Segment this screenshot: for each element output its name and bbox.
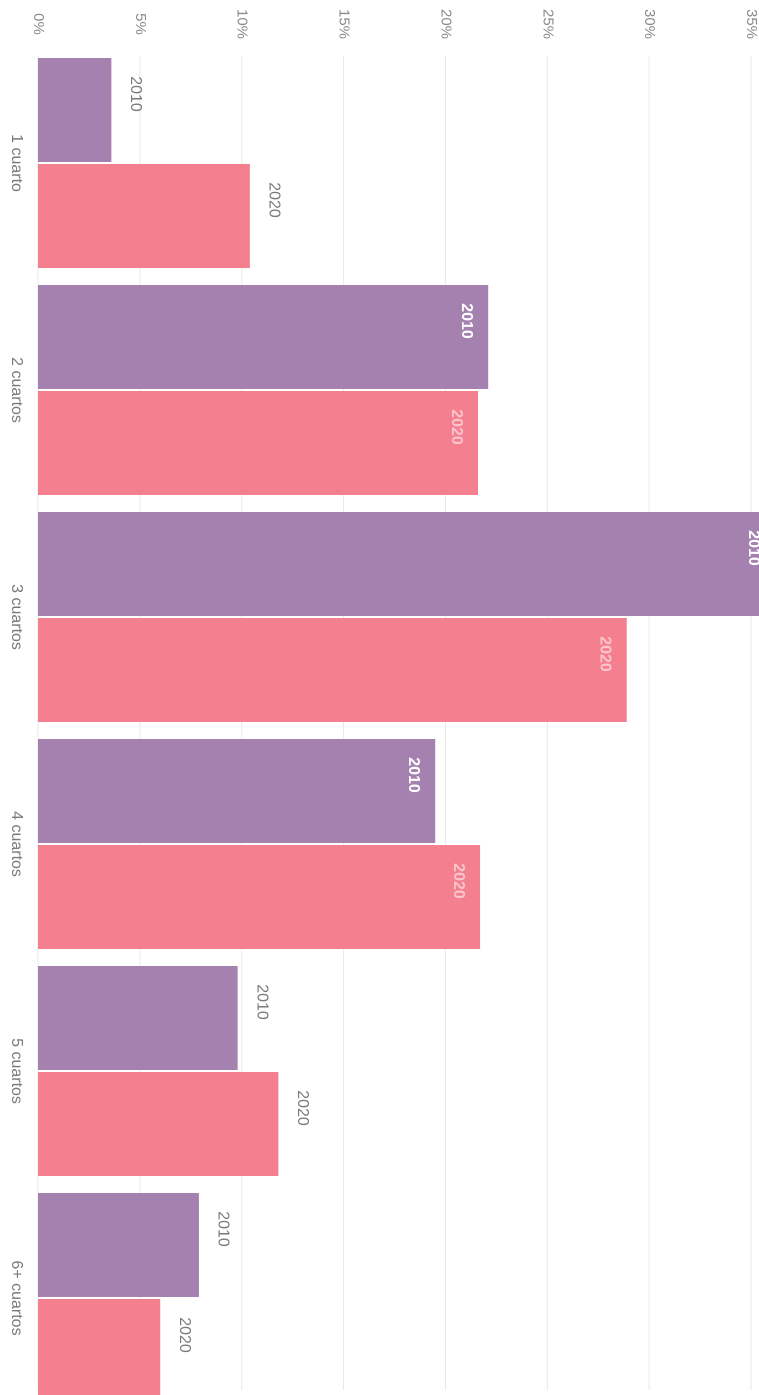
- bar-series-label: 2010: [745, 530, 759, 566]
- bar-2010-0: [38, 58, 112, 162]
- bar-2010-4: [38, 966, 238, 1070]
- bar-2010-3: [38, 739, 436, 843]
- bar-2020-0: [38, 164, 250, 268]
- bar-2010-1: [38, 285, 489, 389]
- bars: 2010 2020 2010 2020 2010 2020 2010 2020 2010 2020…: [38, 58, 759, 1395]
- bar-series-label: 2010: [405, 757, 422, 793]
- bar-2020-2: [38, 618, 627, 722]
- category-label: 5 cuartos: [8, 1038, 25, 1104]
- x-tick-label: 25%: [539, 9, 556, 39]
- x-tick-label: 0%: [30, 13, 47, 35]
- x-tick-label: 10%: [234, 9, 251, 39]
- x-tick-label: 20%: [437, 9, 454, 39]
- category-label: 1 cuarto: [8, 134, 25, 192]
- x-tick-label: 30%: [641, 9, 658, 39]
- bar-series-label: 2010: [458, 303, 475, 339]
- bar-series-label: 2020: [266, 182, 283, 218]
- x-axis-ticks: 0% 5% 10% 15% 20% 25% 30% 35%: [30, 9, 759, 39]
- bar-2020-4: [38, 1072, 279, 1176]
- bar-2020-1: [38, 391, 479, 495]
- bar-series-label: 2020: [176, 1317, 193, 1353]
- bar-series-label: 2010: [253, 984, 270, 1020]
- bar-series-label: 2010: [127, 76, 144, 112]
- category-label: 6+ cuartos: [8, 1260, 25, 1335]
- bar-series-label: 2020: [294, 1090, 311, 1126]
- x-tick-label: 35%: [743, 9, 759, 39]
- bar-series-label: 2020: [448, 409, 465, 445]
- grid-lines: [37, 56, 752, 1390]
- bar-2020-5: [38, 1299, 161, 1395]
- bar-series-label: 2010: [215, 1211, 232, 1247]
- category-label: 3 cuartos: [8, 584, 25, 650]
- bar-series-label: 2020: [596, 636, 613, 672]
- category-label: 2 cuartos: [8, 357, 25, 423]
- bar-series-label: 2020: [450, 863, 467, 899]
- x-tick-label: 5%: [132, 13, 149, 35]
- category-labels: 1 cuarto 2 cuartos 3 cuartos 4 cuartos 5 cua…: [8, 134, 25, 1335]
- bar-2010-2: [38, 512, 759, 616]
- category-label: 4 cuartos: [8, 811, 25, 877]
- bar-2010-5: [38, 1193, 199, 1297]
- x-tick-label: 15%: [336, 9, 353, 39]
- bar-2020-3: [38, 845, 481, 949]
